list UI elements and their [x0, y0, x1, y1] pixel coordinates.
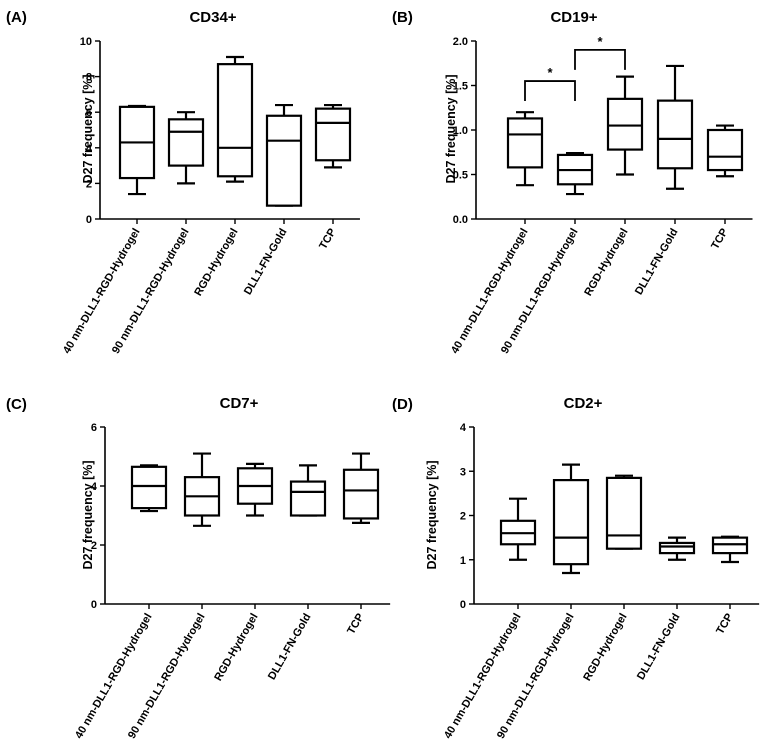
- chart-title: CD2+: [564, 395, 603, 412]
- y-tick-label: 0: [86, 214, 92, 226]
- panel-b: (B) CD19+ D27 frequency [%] 0.0 0.5 1.0 1.5 2.0…: [392, 9, 753, 356]
- x-tick-label: TCP: [317, 227, 338, 252]
- box-iqr: [706, 128, 744, 172]
- box-iqr: [265, 114, 303, 207]
- y-tick-label: 1.5: [453, 81, 468, 93]
- box-iqr: [289, 480, 327, 517]
- box-plot-2: [183, 452, 221, 527]
- x-tick-label: RGD-Hydrogel: [192, 227, 240, 299]
- x-tick-label: RGD-Hydrogel: [212, 612, 260, 684]
- box-plot-1: [118, 104, 156, 196]
- box-plot-4: [658, 536, 696, 561]
- y-tick-label: 1.0: [453, 125, 468, 137]
- box-plot-5: [711, 535, 749, 564]
- box-plot-3: [605, 474, 643, 550]
- significance-bracket: [574, 49, 626, 70]
- box-iqr: [552, 479, 590, 566]
- box-iqr: [711, 536, 749, 555]
- panel-label: (D): [392, 396, 413, 413]
- box-iqr: [314, 107, 352, 162]
- chart-title: CD7+: [220, 395, 259, 412]
- box-plot-1: [130, 464, 168, 513]
- significance-star: *: [597, 34, 603, 49]
- box-plot-2: [556, 152, 594, 196]
- y-tick-label: 10: [80, 36, 92, 48]
- y-tick-label: 2.0: [453, 36, 468, 48]
- y-tick-label: 2: [460, 511, 466, 523]
- box-iqr: [656, 99, 694, 170]
- x-tick-label: RGD-Hydrogel: [582, 227, 630, 299]
- y-tick-label: 2: [91, 540, 97, 552]
- panel-label: (A): [6, 9, 27, 26]
- y-tick-label: 6: [86, 107, 92, 119]
- box-iqr: [605, 476, 643, 550]
- box-plot-2: [552, 463, 590, 575]
- box-plot-3: [216, 55, 254, 183]
- x-tick-label: DLL1-FN-Gold: [266, 612, 314, 683]
- x-tick-label: TCP: [714, 612, 735, 637]
- y-tick-label: 4: [91, 481, 98, 493]
- y-tick-label: 1: [460, 555, 466, 567]
- box-plot-3: [236, 462, 274, 517]
- box-plot-1: [499, 497, 537, 561]
- y-axis-label: D27 frequency [%]: [81, 460, 95, 569]
- x-tick-label: DLL1-FN-Gold: [242, 227, 290, 298]
- box-iqr: [606, 97, 644, 151]
- box-iqr: [130, 465, 168, 510]
- box-plot-3: [606, 75, 644, 176]
- y-tick-label: 3: [460, 466, 466, 478]
- y-tick-label: 8: [86, 72, 92, 84]
- box-plot-5: [706, 124, 744, 178]
- x-tick-label: TCP: [345, 612, 366, 637]
- box-iqr: [506, 117, 544, 169]
- panel-label: (B): [392, 9, 413, 26]
- x-tick-label: TCP: [709, 227, 730, 252]
- y-tick-label: 0.0: [453, 214, 468, 226]
- y-tick-label: 0: [460, 599, 466, 611]
- x-tick-label: DLL1-FN-Gold: [633, 227, 681, 298]
- box-plot-5: [314, 103, 352, 169]
- x-tick-label: RGD-Hydrogel: [581, 612, 629, 684]
- y-axis-label: D27 frequency [%]: [81, 74, 95, 183]
- y-tick-label: 6: [91, 422, 97, 434]
- panel-label: (C): [6, 396, 27, 413]
- box-plot-1: [506, 111, 544, 187]
- box-plot-5: [342, 452, 380, 524]
- chart-title: CD19+: [550, 9, 597, 26]
- box-iqr: [342, 468, 380, 520]
- box-iqr: [167, 118, 205, 167]
- box-plot-4: [265, 103, 303, 207]
- significance-bracket: [524, 80, 576, 102]
- y-tick-label: 4: [460, 422, 467, 434]
- significance-star: *: [547, 65, 553, 80]
- y-tick-label: 0: [91, 599, 97, 611]
- box-iqr: [216, 63, 254, 178]
- y-axis-label: D27 frequency [%]: [444, 74, 458, 183]
- box-iqr: [658, 541, 696, 555]
- y-tick-label: 4: [86, 143, 93, 155]
- box-plot-2: [167, 111, 205, 185]
- y-tick-label: 2: [86, 178, 92, 190]
- box-plot-4: [289, 464, 327, 517]
- y-tick-label: 0.5: [453, 170, 468, 182]
- y-axis-label: D27 frequency [%]: [425, 460, 439, 569]
- chart-title: CD34+: [189, 9, 236, 26]
- box-plot-4: [656, 64, 694, 190]
- x-tick-label: DLL1-FN-Gold: [635, 612, 683, 683]
